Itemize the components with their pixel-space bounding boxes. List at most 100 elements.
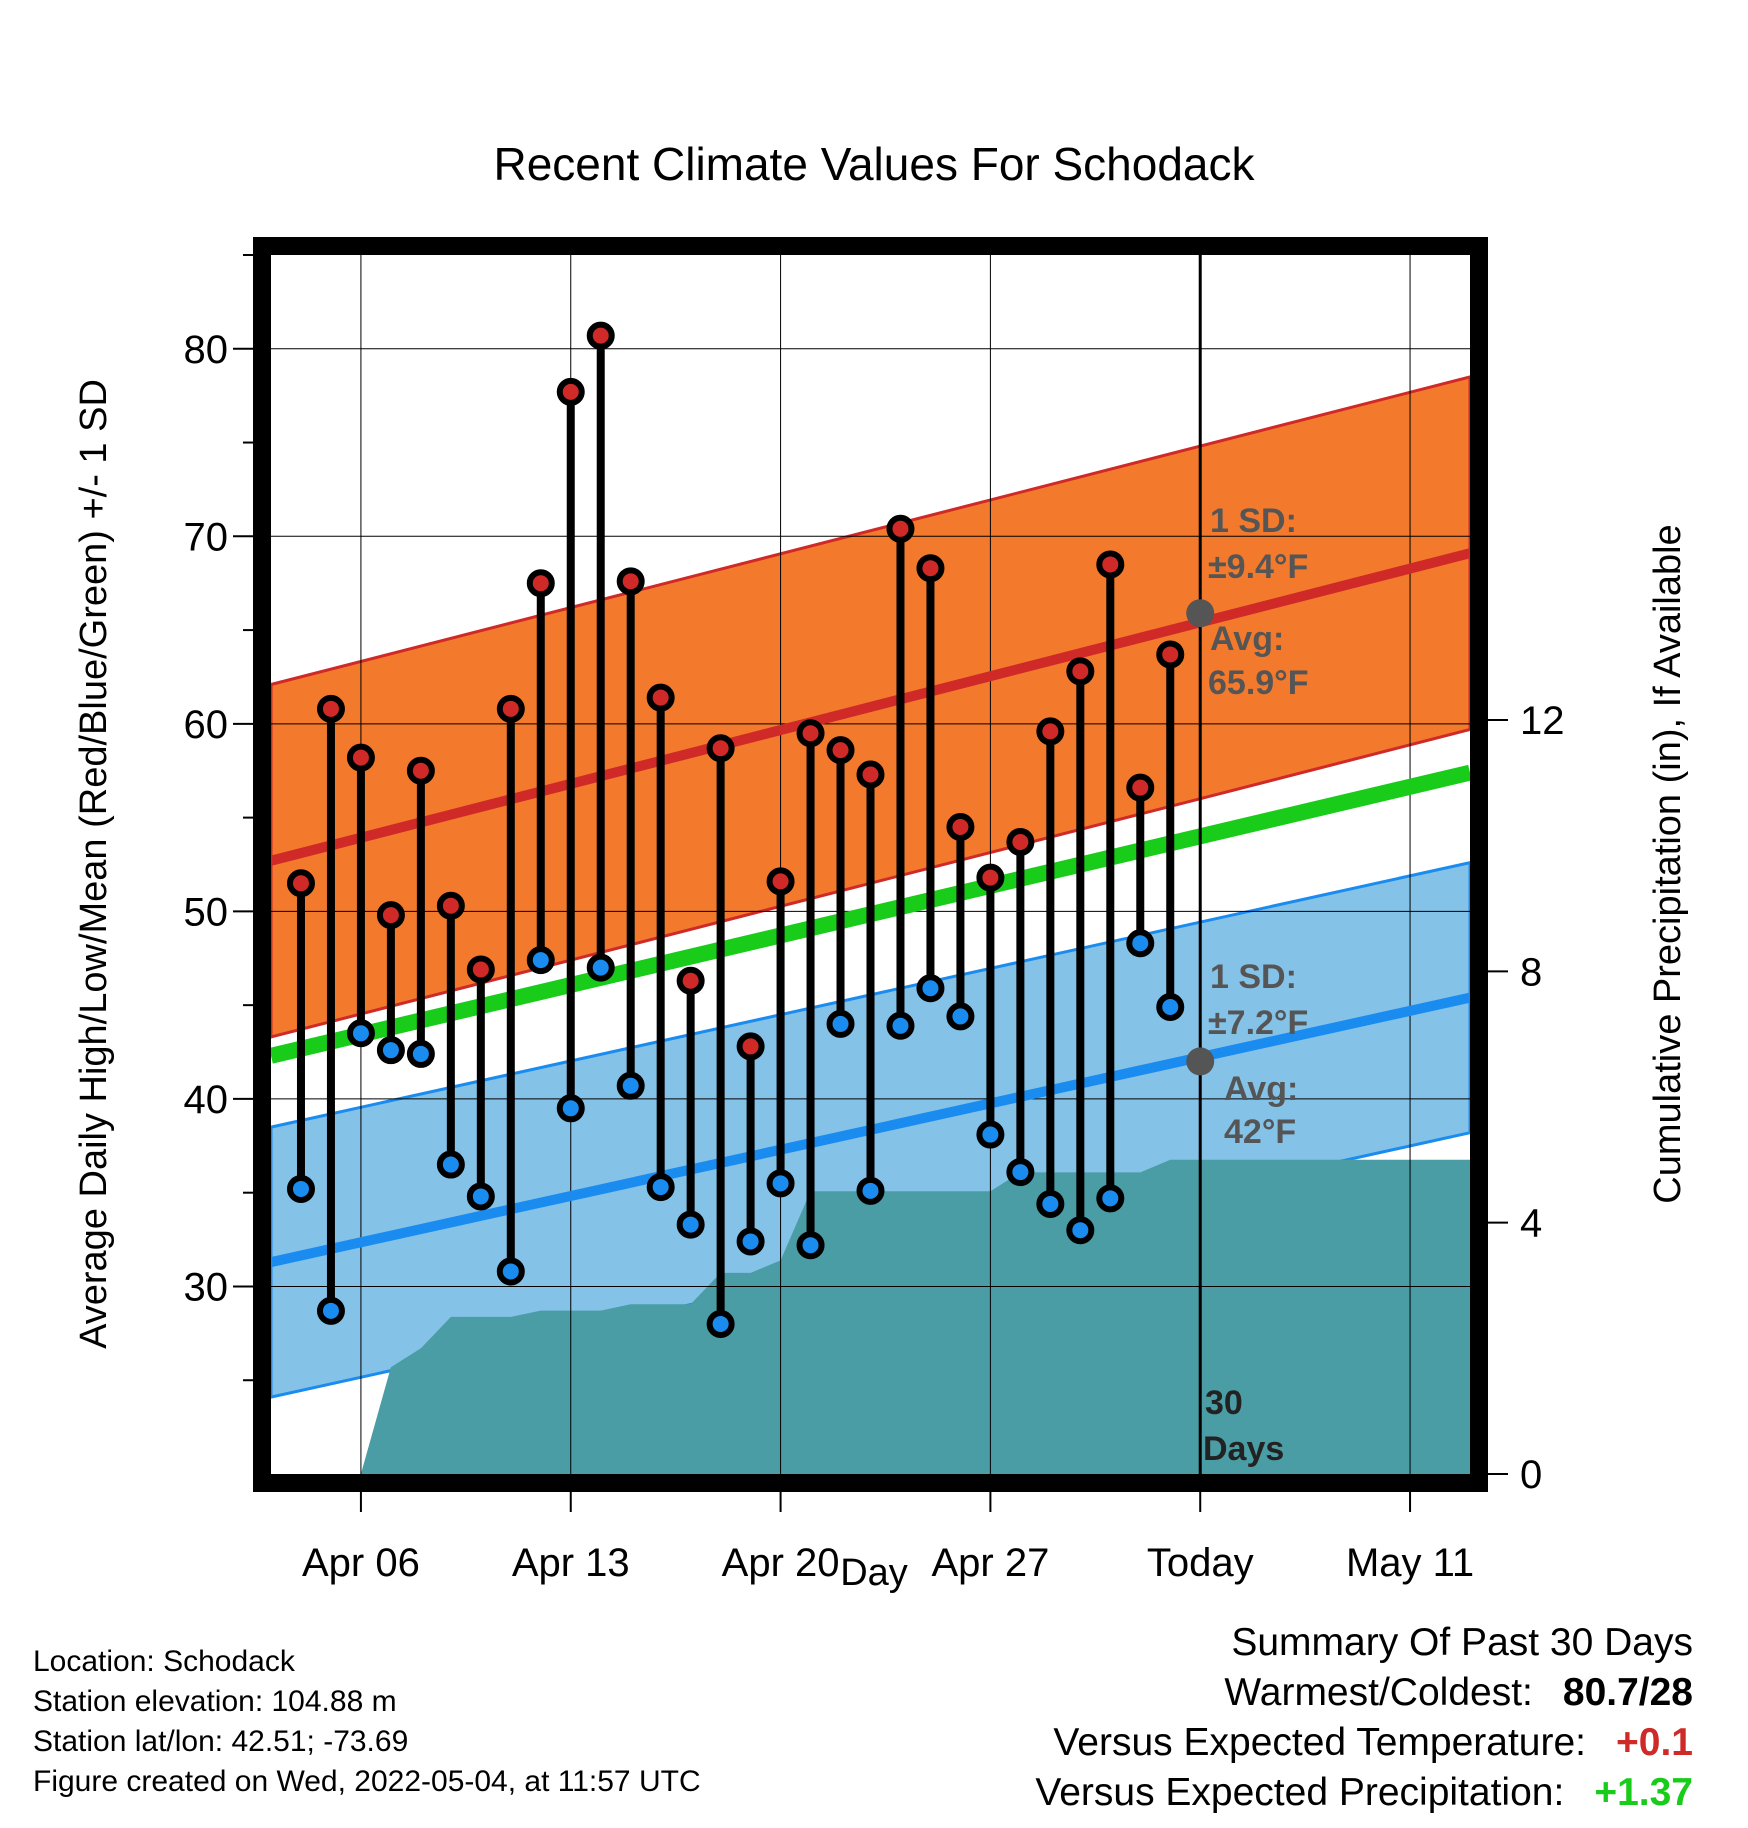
observed-low-point — [1006, 1158, 1035, 1187]
summary-panel: Summary Of Past 30 Days Warmest/Coldest:… — [1035, 1618, 1693, 1818]
observed-low-point — [1126, 929, 1155, 958]
observed-high-point — [766, 867, 795, 896]
observed-high-point — [1156, 640, 1185, 669]
observed-high-point — [706, 734, 735, 763]
high-sd-label: 1 SD: — [1210, 502, 1297, 540]
station-location: Location: Schodack — [33, 1645, 295, 1678]
observed-low-point — [286, 1174, 315, 1203]
observed-low-point — [1156, 993, 1185, 1022]
precip-value: +1.37 — [1594, 1771, 1693, 1814]
observed-low-point — [796, 1231, 825, 1260]
observed-high-point — [1006, 827, 1035, 856]
observed-low-point — [376, 1036, 405, 1065]
observed-low-point — [466, 1182, 495, 1211]
low-average-marker — [1186, 1047, 1215, 1076]
y2-tick-label: 12 — [1520, 699, 1565, 743]
y2-tick-label: 0 — [1520, 1453, 1542, 1497]
observed-high-point — [616, 567, 645, 596]
observed-low-point — [1066, 1216, 1095, 1245]
summary-warm-cold-row: Warmest/Coldest: 80.7/28 — [1035, 1668, 1693, 1718]
observed-high-point — [796, 719, 825, 748]
station-latlon: Station lat/lon: 42.51; -73.69 — [33, 1725, 409, 1758]
observed-low-point — [976, 1120, 1005, 1149]
station-elevation: Station elevation: 104.88 m — [33, 1685, 397, 1718]
observed-low-point — [826, 1009, 855, 1038]
chart-title: Recent Climate Values For Schodack — [493, 138, 1255, 190]
y-tick-label: 40 — [184, 1078, 229, 1122]
high-average-marker — [1186, 599, 1215, 628]
precipitation-fill — [360, 1159, 1470, 1474]
low-avg-label: Avg: — [1224, 1070, 1298, 1108]
observed-high-point — [526, 569, 555, 598]
observed-high-point — [676, 966, 705, 995]
observed-high-point — [406, 756, 435, 785]
observed-low-point — [616, 1071, 645, 1100]
x-tick-label: Apr 06 — [302, 1541, 420, 1585]
observed-low-point — [586, 953, 615, 982]
y-tick-label: 50 — [184, 890, 229, 934]
observed-high-point — [556, 377, 585, 406]
observed-high-point — [496, 694, 525, 723]
observed-high-point — [466, 955, 495, 984]
plot-frame — [253, 237, 1488, 1492]
y2-tick-label: 4 — [1520, 1202, 1542, 1246]
x-tick-label: Today — [1147, 1541, 1254, 1585]
climate-chart: Recent Climate Values For Schodack 1 SD:… — [73, 138, 1689, 1594]
summary-title: Summary Of Past 30 Days — [1231, 1621, 1693, 1664]
observed-low-point — [736, 1227, 765, 1256]
observed-high-point — [1126, 773, 1155, 802]
days-label-number: 30 — [1205, 1384, 1243, 1422]
y2-axis-title: Cumulative Precipitation (in), If Availa… — [1647, 524, 1689, 1203]
high-sd-value: ±9.4°F — [1208, 548, 1308, 586]
figure-created: Figure created on Wed, 2022-05-04, at 11… — [33, 1765, 701, 1798]
temp-value: +0.1 — [1616, 1721, 1693, 1764]
temp-label: Versus Expected Temperature: — [1053, 1721, 1586, 1764]
x-tick-label: Apr 13 — [512, 1541, 630, 1585]
observed-low-point — [556, 1094, 585, 1123]
observed-low-point — [646, 1173, 675, 1202]
precipitation-area — [360, 1159, 1470, 1474]
observed-high-point — [1096, 550, 1125, 579]
y2-tick-label: 8 — [1520, 950, 1542, 994]
observed-high-point — [916, 554, 945, 583]
observed-low-point — [946, 1002, 975, 1031]
observed-low-point — [526, 946, 555, 975]
high-average-line — [269, 548, 1472, 866]
observed-low-point — [346, 1019, 375, 1048]
observed-high-point — [826, 736, 855, 765]
observed-low-point — [706, 1309, 735, 1338]
y-tick-label: 30 — [184, 1265, 229, 1309]
warm-cold-label: Warmest/Coldest: — [1224, 1671, 1533, 1714]
y-tick-labels: 30 40 50 60 70 80 — [184, 328, 229, 1310]
y-tick-label: 80 — [184, 328, 229, 372]
y-tick-label: 60 — [184, 703, 229, 747]
observed-high-point — [976, 863, 1005, 892]
observed-high-point — [346, 743, 375, 772]
observed-high-point — [946, 812, 975, 841]
observed-low-point — [886, 1011, 915, 1040]
observed-low-point — [436, 1150, 465, 1179]
observed-high-point — [1066, 657, 1095, 686]
y2-tick-labels: 0 4 8 12 — [1520, 699, 1565, 1497]
observed-high-point — [316, 694, 345, 723]
x-tick-label: Apr 27 — [931, 1541, 1049, 1585]
observed-low-point — [406, 1039, 435, 1068]
x-axis-title: Day — [840, 1552, 908, 1594]
summary-temp-row: Versus Expected Temperature: +0.1 — [1035, 1718, 1693, 1768]
observed-low-point — [856, 1176, 885, 1205]
high-avg-label: Avg: — [1210, 620, 1284, 658]
low-avg-value: 42°F — [1224, 1113, 1296, 1151]
low-sd-label: 1 SD: — [1210, 958, 1297, 996]
observed-low-point — [496, 1257, 525, 1286]
observed-values — [286, 321, 1185, 1338]
axis-ticks — [233, 254, 1508, 1512]
observed-low-point — [916, 974, 945, 1003]
x-tick-labels: Apr 06 Apr 13 Apr 20 Apr 27 Today May 11 — [302, 1541, 1474, 1585]
warm-cold-value: 80.7/28 — [1562, 1671, 1693, 1714]
y-axis-title: Average Daily High/Low/Mean (Red/Blue/Gr… — [73, 379, 115, 1349]
observed-high-point — [856, 760, 885, 789]
days-label-text: Days — [1203, 1430, 1284, 1468]
station-info: Location: Schodack Station elevation: 10… — [33, 1642, 701, 1802]
observed-low-point — [766, 1169, 795, 1198]
observed-low-point — [1036, 1189, 1065, 1218]
